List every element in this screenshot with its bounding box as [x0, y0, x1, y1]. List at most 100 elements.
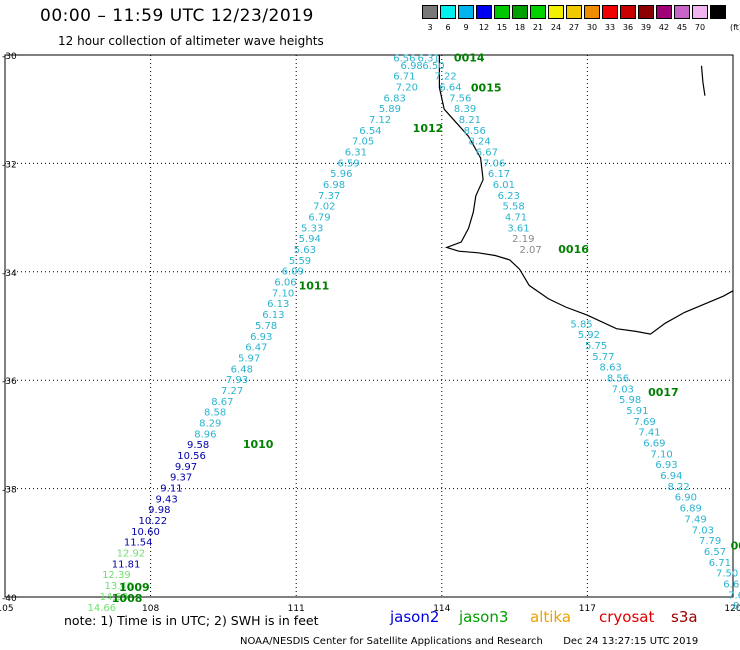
lon-tick-label: 108 [142, 604, 159, 614]
satellite-cryosat: cryosat [599, 608, 655, 626]
wave-height-label: 7.12 [369, 115, 391, 126]
satellite-jason2: jason2 [390, 608, 440, 626]
wave-height-label: 12.92 [117, 549, 146, 560]
wave-height-label: 10.60 [131, 527, 160, 538]
scale-label: 39 [640, 23, 652, 32]
wave-height-label: 8.96 [194, 429, 216, 440]
lon-tick-label: 105 [0, 604, 14, 614]
wave-height-label: 6.13 [267, 299, 289, 310]
wave-height-label: 14.53 [100, 592, 129, 603]
scale-swatch [476, 5, 492, 19]
wave-height-label: 3.61 [507, 223, 529, 234]
scale-swatch [620, 5, 636, 19]
wave-height-label: 6.54 [359, 126, 381, 137]
wave-height-label: 5.58 [502, 202, 524, 213]
coastline [438, 55, 734, 335]
map-frame [4, 54, 734, 598]
wave-height-label: 7.50 [716, 569, 738, 580]
wave-height-label: 6.71 [709, 558, 731, 569]
wave-height-label: 4.71 [505, 213, 527, 224]
lat-tick-label: -34 [2, 269, 17, 279]
lat-tick-label: -30 [2, 52, 17, 62]
wave-height-label: 12.39 [102, 570, 131, 581]
scale-swatch [602, 5, 618, 19]
wave-height-label: 6.23 [498, 191, 520, 202]
wave-height-label: 7.37 [318, 191, 340, 202]
scale-swatch [530, 5, 546, 19]
wave-height-label: 5.63 [294, 245, 316, 256]
wave-height-label: 8.67 [211, 397, 233, 408]
lon-tick-label: 111 [288, 604, 305, 614]
scale-label: 18 [514, 23, 526, 32]
wave-height-label: 8.24 [468, 137, 490, 148]
wave-height-label: 8.53 [733, 601, 740, 612]
wave-height-label: 6.66 [723, 579, 740, 590]
wave-height-label: 5.77 [592, 352, 614, 363]
wave-height-label: 6.13 [262, 310, 284, 321]
wave-height-label: 5.85 [570, 319, 592, 330]
time-label: 0016 [558, 243, 589, 256]
page-title: 00:00 – 11:59 UTC 12/23/2019 [40, 6, 314, 26]
wave-height-label: 2.19 [512, 234, 534, 245]
lat-tick-label: -32 [2, 160, 17, 170]
scale-swatch [584, 5, 600, 19]
wave-height-label: 5.89 [379, 104, 401, 115]
scale-label: 12 [478, 23, 490, 32]
wave-height-label: 7.49 [684, 514, 706, 525]
wave-height-label: 8.58 [204, 408, 226, 419]
island [700, 65, 706, 96]
wave-height-label: 6.67 [476, 147, 498, 158]
wave-height-label: 6.93 [250, 332, 272, 343]
time-label: 00 [731, 540, 740, 553]
wave-height-label: 9.98 [148, 505, 170, 516]
credit-text: NOAA/NESDIS Center for Satellite Applica… [240, 636, 543, 647]
scale-label: 36 [622, 23, 634, 32]
scale-label: 70 [694, 23, 706, 32]
time-label: 0014 [454, 52, 485, 65]
lat-tick-label: -40 [2, 594, 17, 604]
scale-label: 45 [676, 23, 688, 32]
wave-height-label: 8.22 [667, 482, 689, 493]
wave-height-label: 6.64 [439, 82, 461, 93]
wave-height-label: 6.31 [418, 54, 440, 65]
scale-swatch [674, 5, 690, 19]
scale-swatch [494, 5, 510, 19]
wave-height-label: 6.31 [345, 147, 367, 158]
wave-height-label: 5.91 [626, 406, 648, 417]
time-label: 0015 [471, 82, 502, 95]
wave-height-label: 6.09 [282, 267, 304, 278]
wave-height-label: 10.56 [177, 451, 206, 462]
scale-swatch [638, 5, 654, 19]
wave-height-label: 9.58 [187, 440, 209, 451]
lat-tick-label: -36 [2, 377, 17, 387]
wave-height-label: 6.69 [643, 439, 665, 450]
scale-unit: (ft) [729, 23, 740, 32]
wave-height-label: 11.54 [124, 538, 153, 549]
wave-height-label: 7.03 [612, 384, 634, 395]
wave-height-label: 7.27 [221, 386, 243, 397]
wave-height-label: 6.56 [393, 54, 415, 65]
time-label: 1010 [243, 438, 274, 451]
wave-height-label: 6.79 [308, 213, 330, 224]
lon-tick-label: 114 [433, 604, 450, 614]
wave-height-label: 7.20 [396, 82, 418, 93]
wave-height-label: 6.90 [675, 493, 697, 504]
scale-swatch [656, 5, 672, 19]
wave-height-label: 7.67 [728, 590, 740, 601]
wave-height-label: 6.98 [401, 61, 423, 72]
scale-label: 9 [463, 23, 469, 32]
wave-height-label: 8.63 [600, 363, 622, 374]
wave-height-label: 5.98 [619, 395, 641, 406]
wave-height-label: 7.41 [638, 428, 660, 439]
wave-height-label: 14.66 [88, 603, 117, 614]
wave-height-label: 9.11 [160, 484, 182, 495]
wave-height-label: 5.96 [330, 169, 352, 180]
scale-swatch [512, 5, 528, 19]
scale-label: 27 [568, 23, 580, 32]
wave-height-label: 6.83 [384, 93, 406, 104]
wave-height-label: 5.94 [299, 234, 321, 245]
wave-height-label: 9.37 [170, 473, 192, 484]
wave-height-label: 7.02 [313, 202, 335, 213]
scale-swatch [566, 5, 582, 19]
